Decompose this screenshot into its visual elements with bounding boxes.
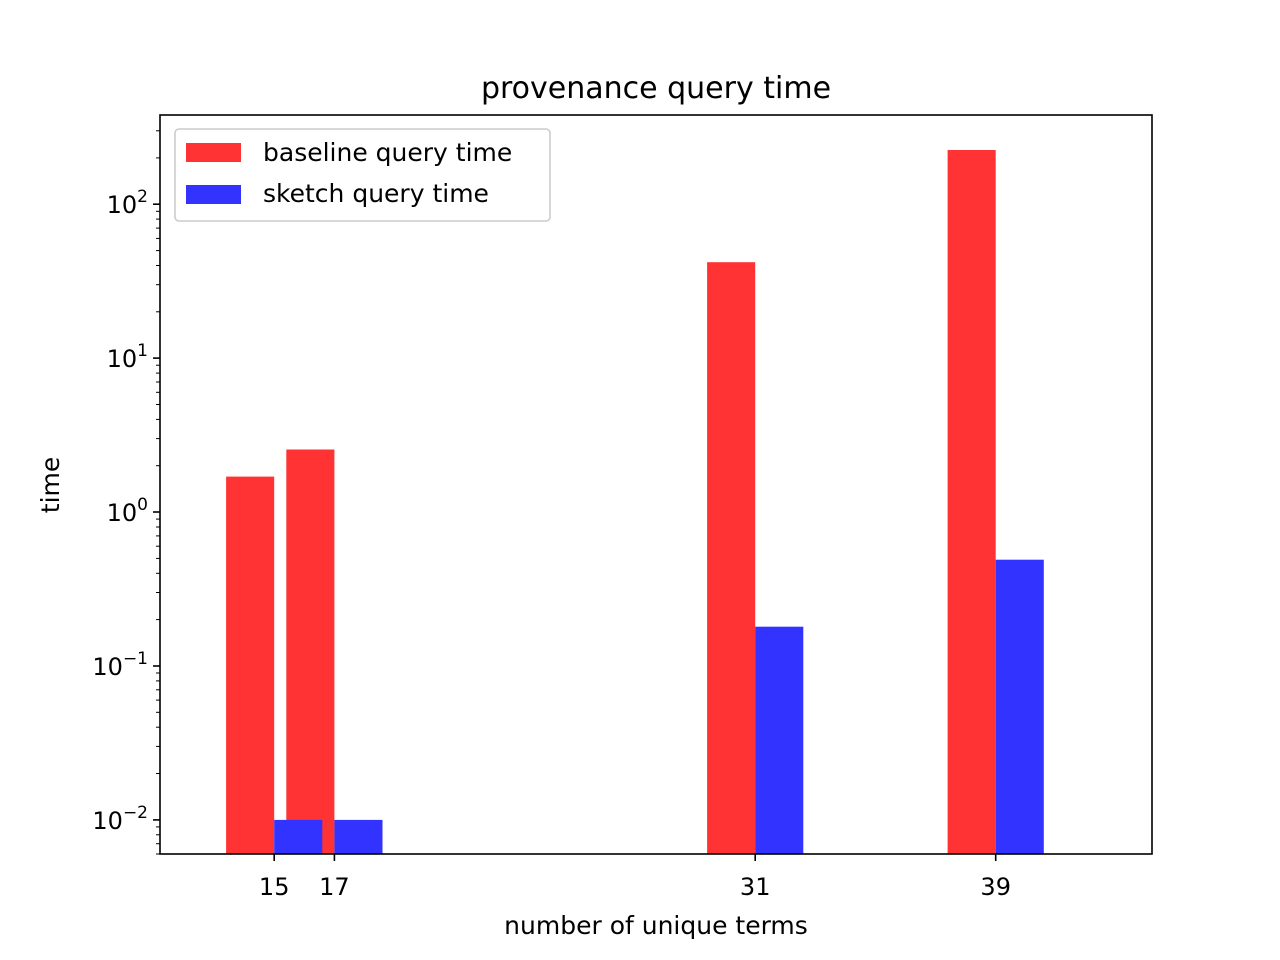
y-tick-label: 10−1	[92, 649, 148, 681]
legend-label-sketch: sketch query time	[263, 179, 489, 208]
bar-sketch-17	[334, 819, 383, 854]
y-tick-label: 102	[107, 187, 148, 219]
bar-baseline-31	[707, 262, 756, 854]
bar-sketch-39	[995, 559, 1044, 854]
y-axis-ticks: 10−2 10−1 100 101 102	[92, 187, 160, 835]
bar-baseline-17	[286, 449, 335, 854]
y-axis-label: time	[36, 457, 65, 513]
x-tick-label: 17	[319, 873, 350, 901]
legend-label-baseline: baseline query time	[263, 138, 512, 167]
bars-layer	[226, 150, 1044, 854]
chart-title: provenance query time	[481, 71, 831, 106]
legend-swatch-baseline	[186, 143, 241, 162]
x-tick-label: 15	[259, 873, 290, 901]
x-axis-label: number of unique terms	[504, 911, 808, 940]
bar-sketch-31	[755, 626, 804, 854]
legend-swatch-sketch	[186, 185, 241, 204]
y-tick-label: 101	[107, 341, 148, 373]
x-tick-label: 39	[980, 873, 1011, 901]
plot-frame	[159, 114, 1153, 855]
y-tick-label: 10−2	[92, 803, 148, 835]
x-tick-label: 31	[740, 873, 771, 901]
legend: baseline query time sketch query time	[174, 128, 551, 222]
bar-baseline-15	[226, 476, 275, 854]
legend-box	[174, 128, 551, 222]
y-tick-label: 100	[107, 495, 148, 527]
x-axis-ticks: 15 17 31 39	[259, 854, 1011, 901]
bar-sketch-15	[274, 819, 323, 854]
bar-baseline-39	[947, 150, 996, 854]
